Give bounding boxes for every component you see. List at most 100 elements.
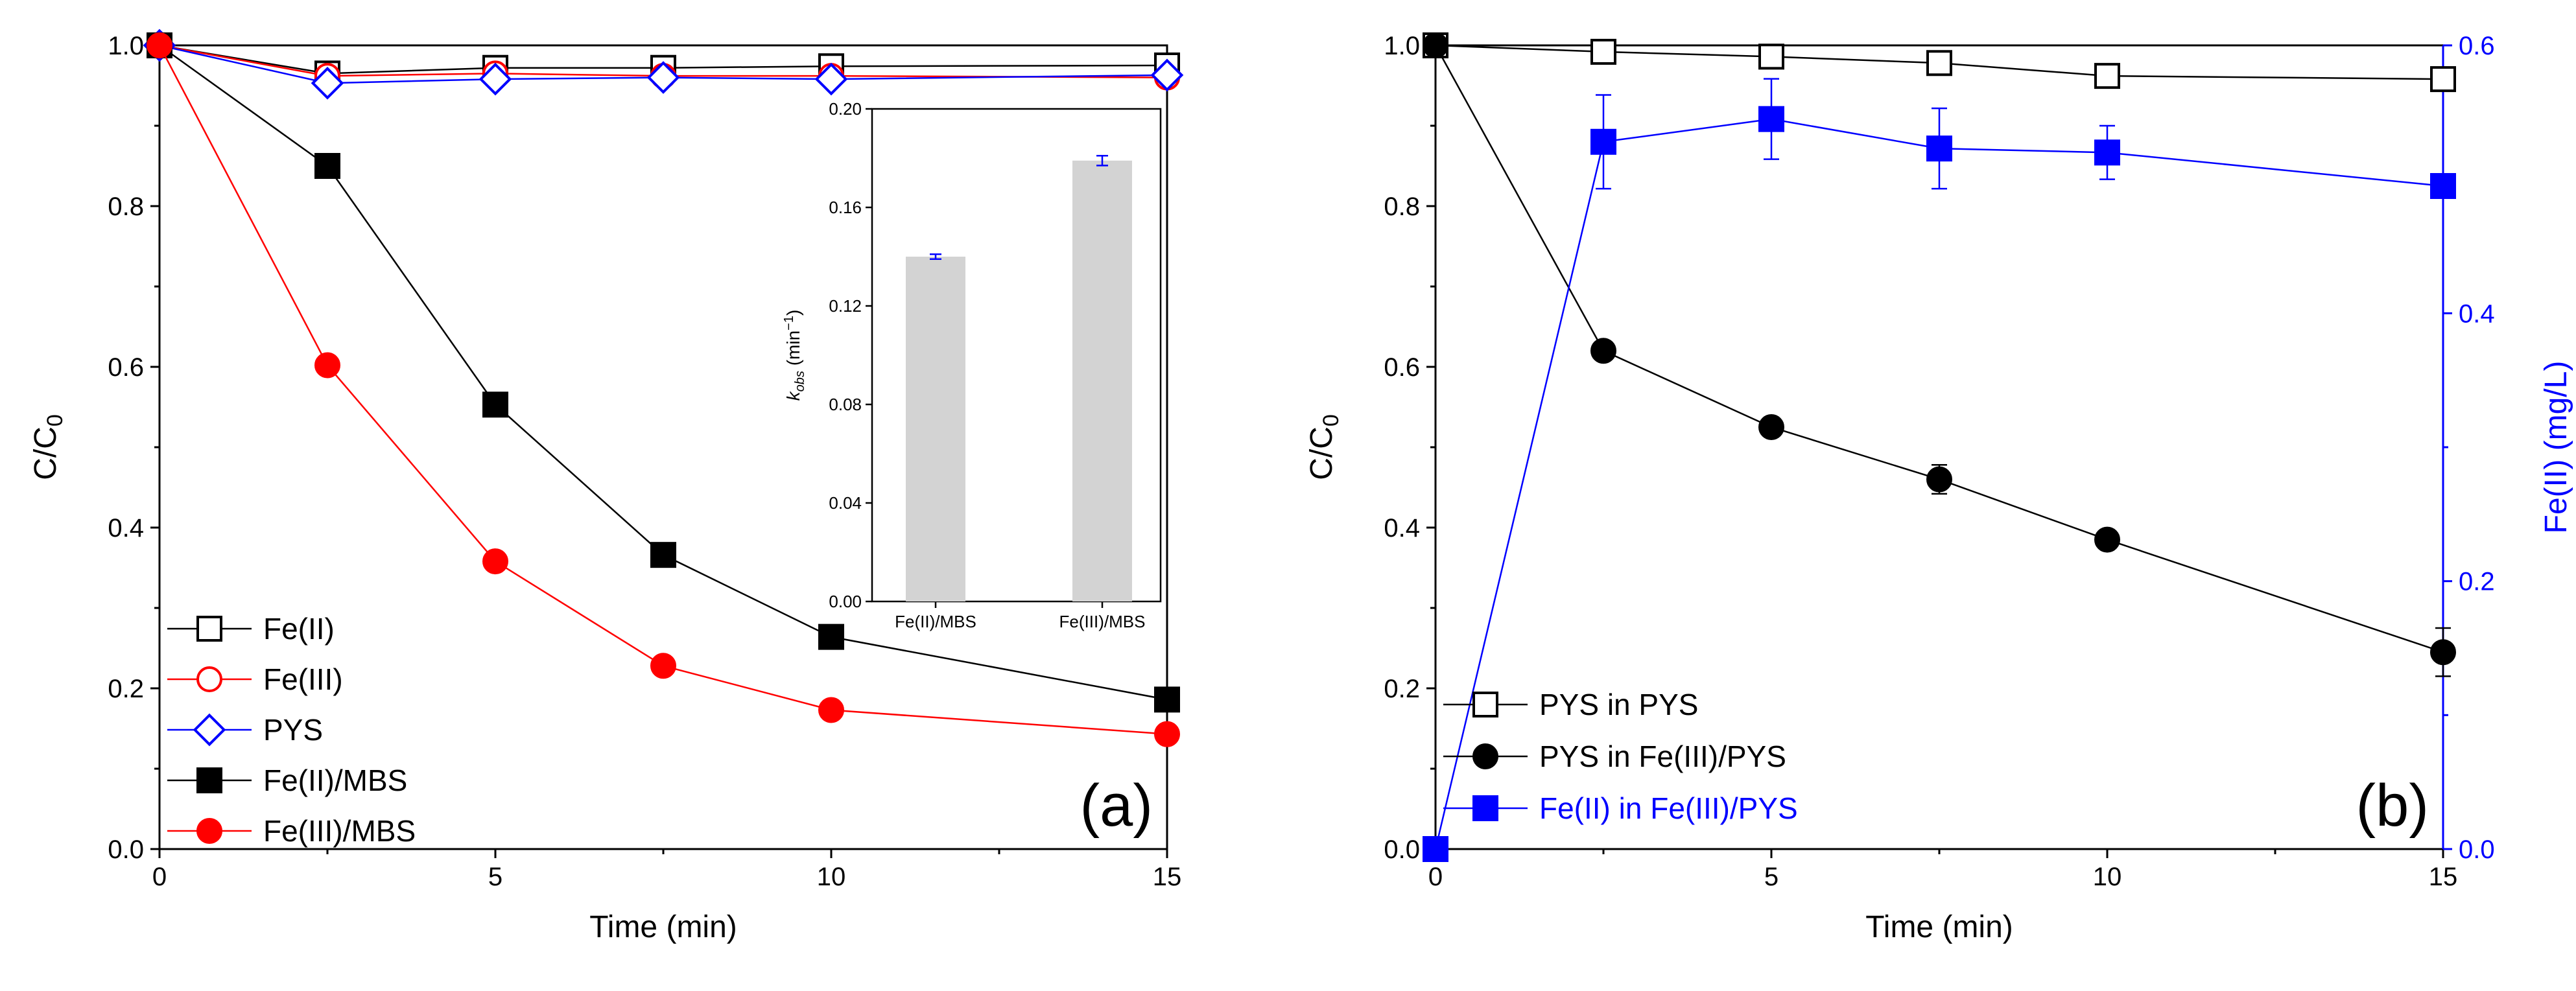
inset-y-label-unit: (min: [783, 331, 803, 371]
inset-y-tick-label: 0.16: [829, 198, 862, 217]
y-axis-label-main: C/C: [29, 426, 63, 480]
data-point: [1150, 58, 1184, 92]
inset-y-tick-label: 0.04: [829, 493, 862, 513]
inset-y-label-sub: obs: [793, 371, 807, 391]
legend-marker: [196, 616, 222, 642]
legend-label: Fe(III)/MBS: [263, 814, 416, 848]
data-point: [2430, 639, 2456, 666]
series-line: [159, 44, 1168, 78]
data-point: [314, 153, 340, 179]
data-point: [1926, 50, 1952, 76]
inset-y-axis-label: kobs (min−1): [782, 310, 807, 401]
data-point: [2094, 526, 2120, 553]
series-fe-ii-in-fe-iii-pys: [1423, 78, 2456, 862]
y-tick-label: 0.8: [108, 192, 144, 221]
y-right-tick-label: 0.6: [2459, 32, 2495, 60]
y-right-axis-label: Fe(II) (mg/L): [2539, 361, 2573, 534]
series-pys-in-pys: [1423, 32, 2456, 93]
legend-marker: [196, 767, 222, 793]
data-point: [1154, 721, 1180, 747]
x-tick-label: 5: [1764, 863, 1778, 891]
x-axis-label: Time (min): [589, 910, 737, 944]
inset-bar: [1072, 160, 1132, 602]
x-axis-label: Time (min): [1865, 910, 2013, 944]
legend-label: Fe(II): [263, 612, 335, 646]
x-tick-label: 15: [2429, 863, 2458, 891]
y-tick-label: 0.2: [1384, 675, 1420, 703]
legend-marker: [196, 666, 222, 692]
inset-y-label-k: k: [783, 390, 803, 401]
legend-label: PYS in Fe(III)/PYS: [1539, 740, 1786, 773]
series-line: [1434, 118, 2444, 850]
data-point: [1926, 466, 1952, 493]
data-point: [147, 32, 172, 58]
data-point: [2094, 139, 2120, 166]
y-axis-label-main: C/C: [1305, 426, 1339, 480]
y-tick-label: 0.0: [1384, 835, 1420, 864]
panel-label: (b): [2356, 773, 2429, 839]
legend-marker: [1472, 795, 1498, 821]
data-point: [1423, 32, 1448, 58]
data-point: [818, 624, 844, 650]
data-point: [2430, 173, 2456, 199]
y-tick-label: 0.6: [108, 353, 144, 382]
data-point: [1926, 135, 1952, 162]
panel-label: (a): [1080, 773, 1153, 839]
y-axis-label: C/C0: [1305, 414, 1343, 480]
series-line: [159, 44, 1168, 75]
data-point: [814, 62, 848, 96]
y-tick-label: 0.4: [108, 514, 144, 542]
series-line: [1435, 44, 2444, 80]
inset-y-label-sup: −1: [782, 316, 796, 331]
series-line: [159, 44, 1168, 84]
y-tick-label: 0.8: [1384, 192, 1420, 221]
legend-label: Fe(II)/MBS: [263, 764, 407, 797]
data-point: [1590, 338, 1616, 364]
legend-label: Fe(III): [263, 662, 343, 696]
inset-y-tick-label: 0.00: [829, 592, 862, 611]
data-point: [311, 66, 344, 100]
panel-b: 0 5 10 150.00.20.40.60.81.00.00.20.40.6Fe(I…: [1305, 32, 2573, 944]
x-tick-label: 5: [488, 863, 502, 891]
inset-y-label-close: ): [783, 310, 803, 316]
inset-y-tick-label: 0.20: [829, 99, 862, 119]
legend-label: PYS in PYS: [1539, 688, 1698, 721]
data-point: [314, 352, 340, 379]
series-line: [158, 45, 1168, 735]
y-tick-label: 0.2: [108, 675, 144, 703]
legend: PYS in PYS PYS in Fe(III)/PYS Fe(II) in Fe…: [1443, 688, 1798, 825]
x-tick-label: 15: [1153, 863, 1182, 891]
data-point: [818, 697, 844, 723]
inset-y-tick-label: 0.12: [829, 296, 862, 316]
y-right-tick-label: 0.0: [2459, 835, 2495, 864]
data-point: [1154, 686, 1180, 713]
series-line: [159, 44, 1168, 701]
y-right-tick-label: 0.4: [2459, 299, 2495, 328]
data-point: [479, 62, 512, 96]
data-point: [1590, 128, 1616, 155]
y-right-tick-label: 0.2: [2459, 568, 2495, 596]
data-point: [482, 391, 508, 418]
legend-label: PYS: [263, 713, 323, 747]
data-point: [2430, 66, 2456, 93]
data-point: [1758, 414, 1784, 440]
inset-x-tick-label: Fe(III)/MBS: [1059, 612, 1146, 631]
y-tick-label: 1.0: [1384, 32, 1420, 60]
legend: Fe(II) Fe(III) PYS Fe(II)/MBS Fe(III)/MBS: [167, 612, 416, 848]
legend-marker: [196, 818, 222, 844]
y-tick-label: 0.0: [108, 835, 144, 864]
inset-chart: 0.00 0.04 0.08 0.12 0.16 0.20 Fe(II)/MBS Fe(III…: [782, 99, 1162, 631]
y-tick-label: 0.4: [1384, 514, 1420, 542]
x-tick-label: 10: [817, 863, 846, 891]
series-pys: [143, 29, 1184, 100]
legend-label: Fe(II) in Fe(III)/PYS: [1539, 791, 1798, 825]
data-point: [650, 653, 676, 679]
inset-x-tick-label: Fe(II)/MBS: [895, 612, 976, 631]
data-point: [1423, 836, 1448, 862]
data-point: [1758, 43, 1784, 70]
legend-marker: [1472, 743, 1498, 769]
series-pys-in-fe-iii-pys: [1423, 32, 2456, 677]
series-line: [1434, 45, 2444, 653]
